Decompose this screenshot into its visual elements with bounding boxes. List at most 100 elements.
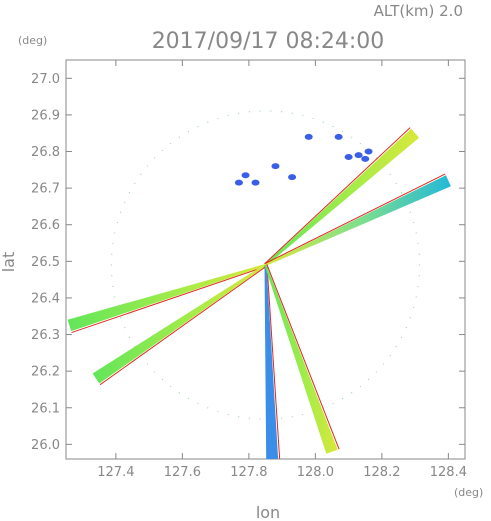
echo-cell: [271, 163, 280, 170]
echo-ray-edge: [99, 265, 267, 386]
echo-ray-layer: [67, 127, 451, 460]
range-ring-dot: [332, 402, 334, 405]
range-ring-dot: [302, 114, 304, 117]
range-ring-dot: [415, 232, 417, 234]
range-ring-dot: [419, 264, 421, 266]
y-tick-label: 26.8: [31, 145, 60, 160]
range-ring-dot: [112, 285, 114, 288]
range-ring-dot: [170, 142, 172, 145]
range-ring-dot: [312, 117, 314, 120]
range-ring-dot: [382, 363, 385, 365]
range-ring-dot: [124, 327, 126, 329]
echo-cell: [364, 148, 373, 155]
range-ring-dot: [154, 371, 156, 373]
range-ring-dot: [116, 221, 118, 224]
range-ring-dot: [238, 112, 240, 114]
range-ring-dot: [187, 397, 190, 400]
range-ring-dot: [111, 275, 113, 277]
range-ring-dot: [395, 182, 397, 184]
range-ring-dot: [400, 192, 403, 194]
echo-cell: [234, 179, 243, 186]
echo-cell: [354, 152, 363, 159]
range-ring-dot: [375, 371, 377, 373]
y-tick-label: 27.0: [31, 72, 60, 87]
range-ring-dot: [395, 346, 397, 348]
echo-ray-edge: [266, 264, 340, 450]
altitude-label: ALT(km) 2.0: [374, 2, 463, 20]
range-ring-dot: [197, 402, 199, 405]
y-tick-label: 26.3: [31, 328, 60, 343]
x-axis-label: lon: [256, 503, 280, 521]
range-ring-dot: [413, 221, 415, 224]
echo-ray: [264, 128, 420, 266]
range-ring-dot: [111, 253, 113, 255]
range-ring-dot: [389, 173, 391, 176]
range-ring-dot: [248, 417, 250, 419]
range-ring-dot: [259, 418, 261, 420]
y-tick-label: 26.7: [31, 182, 60, 197]
range-ring-dot: [110, 264, 112, 266]
y-tick-label: 26.4: [31, 291, 60, 306]
range-ring-dot: [114, 296, 116, 298]
x-tick-label: 127.6: [164, 465, 201, 480]
range-ring-dot: [217, 410, 219, 413]
echo-ray-edge: [71, 265, 267, 334]
echo-ray-edge: [264, 173, 446, 265]
range-ring-dot: [389, 354, 391, 357]
echo-cell: [361, 155, 370, 162]
x-axis-ticks: 127.4 127.6 127.8 128.0 128.2 128.4: [97, 60, 467, 480]
range-ring-dot: [351, 392, 353, 394]
range-ring-dot: [187, 130, 190, 133]
range-ring-dot: [409, 211, 411, 213]
chart-title: 2017/09/17 08:24:00: [152, 29, 385, 54]
range-ring-dot: [227, 114, 229, 117]
range-ring-dot: [128, 192, 131, 194]
range-ring-dot: [417, 285, 419, 288]
echo-cell: [344, 154, 353, 161]
echo-cell: [251, 179, 260, 186]
echo-ray: [264, 265, 279, 460]
x-tick-label: 127.8: [230, 465, 267, 480]
range-ring-dot: [120, 317, 122, 319]
range-ring-dot: [178, 136, 180, 138]
range-ring-dot: [134, 182, 136, 184]
range-ring-dot: [332, 125, 334, 128]
range-ring-dot: [259, 110, 261, 112]
range-ring-dot: [281, 111, 283, 113]
echo-ray: [264, 264, 338, 454]
y-axis-ticks: 26.0 26.1 26.2 26.3 26.4 26.5 26.6 26.7 26.8 26.9…: [31, 72, 465, 453]
y-tick-label: 26.6: [31, 218, 60, 233]
range-ring-dot: [341, 397, 344, 400]
range-ring-dot: [146, 165, 149, 167]
echo-cell: [334, 133, 343, 140]
range-ring-dot: [154, 157, 156, 159]
echo-ray: [92, 264, 267, 384]
y-tick-label: 26.2: [31, 365, 60, 380]
range-ring-dot: [120, 211, 122, 213]
range-ring-dot: [341, 130, 344, 133]
range-ring-dot: [124, 201, 126, 203]
range-ring-dot: [227, 413, 229, 416]
range-ring-dot: [146, 363, 149, 365]
range-ring-dot: [207, 407, 209, 409]
range-ring-dot: [161, 149, 163, 152]
range-ring-dot: [161, 378, 163, 381]
range-ring-dot: [417, 242, 419, 245]
range-ring-dot: [178, 392, 180, 394]
range-ring-dot: [217, 117, 219, 120]
range-ring-dot: [368, 378, 370, 381]
range-ring-dot: [322, 121, 324, 123]
range-ring-dot: [140, 173, 142, 176]
range-ring-dot: [128, 336, 131, 338]
range-ring-dot: [291, 416, 293, 418]
range-ring-dot: [114, 232, 116, 234]
echo-ray: [67, 264, 266, 332]
x-tick-label: 128.2: [363, 465, 400, 480]
echo-cell: [304, 133, 313, 140]
echo-cell-layer: [234, 133, 373, 186]
echo-ray-edge: [266, 264, 281, 459]
echo-ray: [265, 175, 451, 266]
x-axis-unit: (deg): [454, 486, 483, 499]
x-tick-label: 128.0: [297, 465, 334, 480]
plot-frame: [65, 59, 466, 460]
